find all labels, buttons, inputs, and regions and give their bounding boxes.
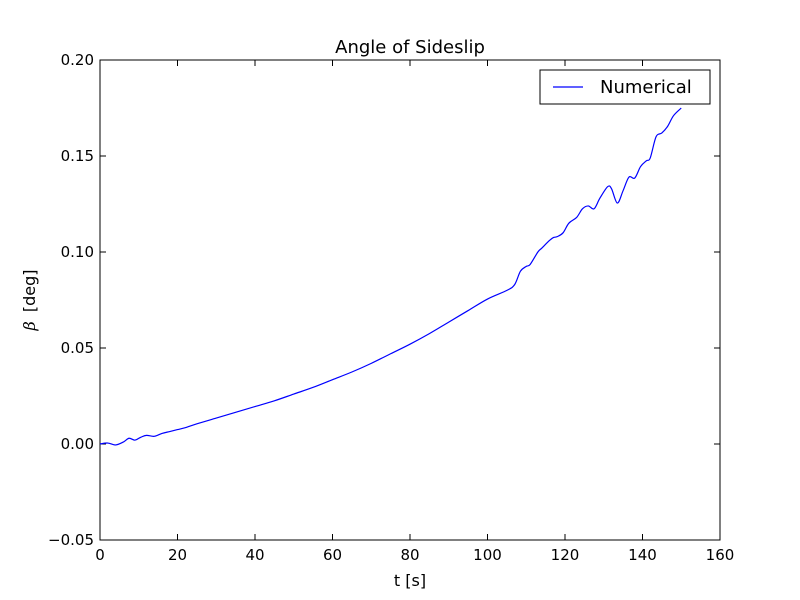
y-tick-label: 0.20 xyxy=(61,51,94,69)
x-axis-title: t [s] xyxy=(394,571,426,590)
legend-label-numerical: Numerical xyxy=(600,77,692,98)
series-layer xyxy=(99,107,682,446)
plot-frame xyxy=(99,59,721,541)
x-axis: 0 20 40 60 80 100 120 140 160 xyxy=(95,60,734,564)
series-line-numerical xyxy=(99,107,682,446)
x-tick-label: 60 xyxy=(323,546,342,564)
x-tick-label: 100 xyxy=(473,546,502,564)
y-tick-label: 0.15 xyxy=(61,147,94,165)
x-tick-label: 20 xyxy=(168,546,187,564)
y-tick-label: 0.05 xyxy=(61,339,94,357)
y-axis-title: β [deg] xyxy=(20,270,39,332)
x-tick-label: 0 xyxy=(95,546,105,564)
x-tick-label: 120 xyxy=(551,546,580,564)
x-tick-label: 40 xyxy=(245,546,264,564)
x-tick-label: 80 xyxy=(400,546,419,564)
y-axis-unit: [deg] xyxy=(20,270,39,313)
legend: Numerical xyxy=(539,69,711,105)
y-tick-label: 0.10 xyxy=(61,243,94,261)
x-tick-label: 140 xyxy=(628,546,657,564)
chart-title: Angle of Sideslip xyxy=(335,37,485,58)
x-tick-label: 160 xyxy=(706,546,735,564)
y-axis: −0.05 0.00 0.05 0.10 0.15 0.20 xyxy=(48,51,720,549)
y-axis-symbol: β xyxy=(20,321,39,331)
plot-area: 0 20 40 60 80 100 120 140 160 −0.050.000.050.100… xyxy=(48,51,734,564)
y-tick-label: 0.00 xyxy=(61,435,94,453)
y-tick-label: −0.05 xyxy=(48,531,94,549)
